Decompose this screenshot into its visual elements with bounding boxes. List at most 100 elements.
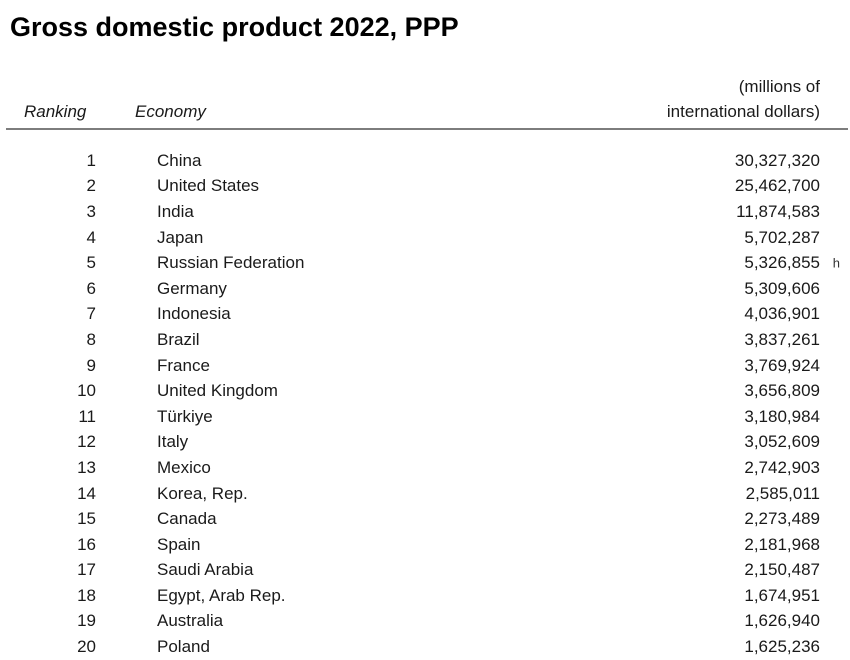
header-unit-line1: (millions of: [738, 77, 820, 96]
economy-cell: India: [157, 201, 194, 221]
table-row: 20 Poland 1,625,236: [0, 634, 850, 660]
table-row: 12 Italy 3,052,609: [0, 430, 850, 456]
value-text: 2,742,903: [744, 457, 820, 477]
value-cell: 5,326,855 h: [375, 253, 850, 273]
rank-cell: 3: [86, 201, 96, 221]
rank-cell: 9: [86, 355, 96, 375]
rank-cell: 4: [86, 227, 96, 247]
value-cell: 11,874,583: [375, 202, 850, 222]
rank-cell: 13: [77, 457, 96, 477]
table-row: 18 Egypt, Arab Rep. 1,674,951: [0, 583, 850, 609]
value-text: 4,036,901: [744, 304, 820, 324]
table-header: Ranking Economy (millions of internation…: [0, 74, 850, 124]
economy-cell: Italy: [157, 432, 189, 452]
economy-cell: Japan: [157, 227, 204, 247]
value-text: 3,052,609: [744, 432, 820, 452]
economy-cell: Egypt, Arab Rep.: [157, 585, 286, 605]
rank-cell: 19: [77, 611, 96, 631]
table-row: 8 Brazil 3,837,261: [0, 327, 850, 353]
value-text: 1,626,940: [744, 611, 820, 631]
table-body: 1 China 30,327,320 2 United States 25,46…: [0, 148, 850, 660]
rank-cell: 10: [77, 381, 96, 401]
value-text: 3,837,261: [744, 329, 820, 349]
value-cell: 3,837,261: [375, 330, 850, 350]
value-cell: 1,674,951: [375, 586, 850, 606]
table-row: 17 Saudi Arabia 2,150,487: [0, 558, 850, 584]
rank-cell: 5: [86, 253, 96, 273]
value-cell: 30,327,320: [375, 151, 850, 171]
rank-cell: 12: [77, 432, 96, 452]
economy-cell: Canada: [157, 509, 217, 529]
economy-cell: Poland: [157, 637, 210, 657]
value-text: 2,273,489: [744, 509, 820, 529]
economy-cell: Brazil: [157, 329, 200, 349]
value-cell: 3,052,609: [375, 432, 850, 452]
value-cell: 2,273,489: [375, 509, 850, 529]
economy-cell: China: [157, 150, 202, 170]
economy-cell: United Kingdom: [157, 381, 278, 401]
table-row: 14 Korea, Rep. 2,585,011: [0, 481, 850, 507]
table-row: 16 Spain 2,181,968: [0, 532, 850, 558]
value-text: 5,702,287: [744, 227, 820, 247]
economy-cell: Australia: [157, 611, 224, 631]
value-cell: 5,702,287: [375, 228, 850, 248]
value-text: 11,874,583: [736, 201, 820, 221]
value-text: 5,326,855: [744, 253, 820, 273]
value-text: 25,462,700: [734, 176, 820, 196]
value-cell: 3,769,924: [375, 356, 850, 376]
value-text: 2,181,968: [744, 534, 820, 554]
economy-cell: Germany: [157, 278, 227, 298]
header-unit-line2: international dollars): [666, 102, 820, 121]
economy-cell: Korea, Rep.: [157, 483, 248, 503]
table-row: 13 Mexico 2,742,903: [0, 455, 850, 481]
page-title: Gross domestic product 2022, PPP: [10, 12, 459, 42]
economy-cell: Türkiye: [157, 406, 213, 426]
rank-cell: 2: [86, 176, 96, 196]
table-row: 11 Türkiye 3,180,984: [0, 404, 850, 430]
economy-cell: France: [157, 355, 210, 375]
value-cell: 4,036,901: [375, 304, 850, 324]
header-rule: [6, 128, 848, 130]
value-cell: 1,626,940: [375, 611, 850, 631]
table-row: 19 Australia 1,626,940: [0, 609, 850, 635]
table-row: 2 United States 25,462,700: [0, 174, 850, 200]
value-cell: 3,180,984: [375, 407, 850, 427]
rank-cell: 15: [77, 509, 96, 529]
rank-cell: 11: [78, 406, 96, 426]
table-row: 1 China 30,327,320: [0, 148, 850, 174]
header-unit: (millions of international dollars): [375, 74, 850, 124]
header-economy: Economy: [135, 102, 206, 121]
value-cell: 3,656,809: [375, 381, 850, 401]
value-text: 30,327,320: [734, 150, 820, 170]
table-row: 5 Russian Federation 5,326,855 h: [0, 250, 850, 276]
value-cell: 2,742,903: [375, 458, 850, 478]
rank-cell: 14: [77, 483, 96, 503]
value-text: 3,180,984: [744, 406, 820, 426]
table-row: 15 Canada 2,273,489: [0, 506, 850, 532]
economy-cell: United States: [157, 176, 260, 196]
table-row: 10 United Kingdom 3,656,809: [0, 378, 850, 404]
value-cell: 25,462,700: [375, 176, 850, 196]
value-text: 3,656,809: [744, 381, 820, 401]
value-text: 2,150,487: [744, 560, 820, 580]
rank-cell: 6: [86, 278, 96, 298]
economy-cell: Russian Federation: [157, 253, 305, 273]
rank-cell: 16: [77, 534, 96, 554]
value-text: 3,769,924: [744, 355, 820, 375]
rank-cell: 18: [77, 585, 96, 605]
value-text: 1,674,951: [744, 585, 820, 605]
rank-cell: 20: [77, 637, 96, 657]
rank-cell: 8: [86, 329, 96, 349]
value-text: 5,309,606: [744, 278, 820, 298]
economy-cell: Indonesia: [157, 304, 231, 324]
value-cell: 2,181,968: [375, 535, 850, 555]
economy-cell: Spain: [157, 534, 201, 554]
rank-cell: 17: [77, 560, 96, 580]
value-text: 1,625,236: [744, 637, 820, 657]
value-cell: 5,309,606: [375, 279, 850, 299]
rank-cell: 1: [86, 150, 96, 170]
value-cell: 2,585,011: [375, 484, 850, 504]
table-row: 7 Indonesia 4,036,901: [0, 302, 850, 328]
table-row: 4 Japan 5,702,287: [0, 225, 850, 251]
